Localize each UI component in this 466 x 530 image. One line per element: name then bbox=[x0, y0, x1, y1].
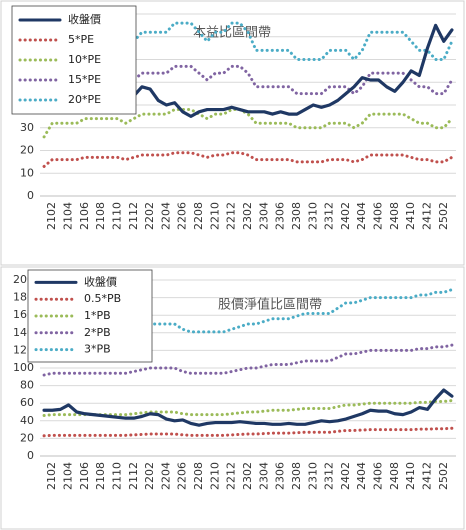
x-tick-label: 2402 bbox=[339, 202, 352, 230]
y-tick-label: 30 bbox=[20, 121, 34, 134]
x-tick-label: 2108 bbox=[94, 202, 107, 230]
x-tick-label: 2408 bbox=[388, 462, 401, 490]
legend-label: 收盤價 bbox=[84, 274, 117, 288]
x-tick-label: 2304 bbox=[257, 462, 270, 490]
y-tick-label: 0 bbox=[27, 449, 34, 462]
y-tick-label: 40 bbox=[20, 414, 34, 427]
x-tick-label: 2202 bbox=[143, 202, 156, 230]
series-line bbox=[42, 288, 454, 337]
x-tick-label: 2106 bbox=[78, 202, 91, 230]
series-line bbox=[42, 64, 454, 109]
legend-label: 收盤價 bbox=[68, 12, 101, 26]
y-tick-label: 60 bbox=[20, 396, 34, 409]
series-line bbox=[42, 388, 454, 427]
x-tick-label: 2212 bbox=[225, 202, 238, 230]
x-tick-label: 2312 bbox=[323, 462, 336, 490]
x-tick-label: 2308 bbox=[290, 202, 303, 230]
x-tick-label: 2310 bbox=[306, 202, 319, 230]
x-tick-label: 2206 bbox=[176, 202, 189, 230]
x-tick-label: 2108 bbox=[94, 462, 107, 490]
x-tick-label: 2502 bbox=[437, 202, 450, 230]
x-tick-label: 2502 bbox=[437, 462, 450, 490]
x-tick-label: 2306 bbox=[274, 202, 287, 230]
x-tick-label: 2410 bbox=[404, 202, 417, 230]
x-tick-label: 2112 bbox=[127, 462, 140, 490]
series-line bbox=[42, 151, 454, 168]
x-tick-label: 2102 bbox=[45, 462, 58, 490]
chart-title: 股價淨值比區間帶 bbox=[218, 297, 322, 313]
series-line bbox=[42, 399, 454, 418]
x-tick-label: 2404 bbox=[355, 462, 368, 490]
x-tick-label: 2304 bbox=[257, 202, 270, 230]
x-tick-label: 2204 bbox=[159, 202, 172, 230]
x-tick-label: 2104 bbox=[62, 202, 75, 230]
x-tick-label: 2302 bbox=[241, 202, 254, 230]
y-tick-label: 0 bbox=[27, 189, 34, 202]
x-tick-label: 2104 bbox=[62, 462, 75, 490]
x-tick-label: 2208 bbox=[192, 462, 205, 490]
legend-label: 2*PB bbox=[84, 326, 111, 339]
legend-label: 10*PE bbox=[68, 53, 101, 66]
x-tick-label: 2302 bbox=[241, 462, 254, 490]
y-tick-label: 100 bbox=[13, 361, 34, 374]
y-tick-label: 20 bbox=[20, 431, 34, 444]
x-tick-label: 2110 bbox=[110, 202, 123, 230]
x-tick-label: 2306 bbox=[274, 462, 287, 490]
y-tick-label: 20 bbox=[20, 144, 34, 157]
x-tick-label: 2412 bbox=[420, 202, 433, 230]
x-tick-label: 2112 bbox=[127, 202, 140, 230]
x-tick-label: 2402 bbox=[339, 462, 352, 490]
x-tick-label: 2212 bbox=[225, 462, 238, 490]
legend-label: 0.5*PB bbox=[84, 292, 121, 305]
x-tick-label: 2204 bbox=[159, 462, 172, 490]
x-tick-label: 2202 bbox=[143, 462, 156, 490]
x-tick-label: 2408 bbox=[388, 202, 401, 230]
legend-box bbox=[11, 5, 137, 115]
x-tick-label: 2310 bbox=[306, 462, 319, 490]
x-tick-label: 2210 bbox=[208, 462, 221, 490]
y-tick-label: 10 bbox=[20, 166, 34, 179]
legend-label: 20*PE bbox=[68, 93, 101, 106]
legend-label: 3*PB bbox=[84, 343, 111, 356]
x-tick-label: 2404 bbox=[355, 202, 368, 230]
x-tick-label: 2312 bbox=[323, 202, 336, 230]
x-tick-label: 2308 bbox=[290, 462, 303, 490]
x-tick-label: 2210 bbox=[208, 202, 221, 230]
legend-label: 15*PE bbox=[68, 73, 101, 86]
y-tick-label: 80 bbox=[20, 379, 34, 392]
x-tick-label: 2102 bbox=[45, 202, 58, 230]
legend-box bbox=[27, 269, 153, 363]
x-tick-label: 2206 bbox=[176, 462, 189, 490]
x-tick-label: 2406 bbox=[372, 462, 385, 490]
x-tick-label: 2106 bbox=[78, 462, 91, 490]
x-tick-label: 2110 bbox=[110, 462, 123, 490]
series-line bbox=[42, 426, 454, 438]
series-line bbox=[42, 108, 454, 139]
legend-label: 5*PE bbox=[68, 33, 94, 46]
x-tick-label: 2406 bbox=[372, 202, 385, 230]
x-tick-label: 2412 bbox=[420, 462, 433, 490]
x-tick-label: 2208 bbox=[192, 202, 205, 230]
x-tick-label: 2410 bbox=[404, 462, 417, 490]
legend-label: 1*PB bbox=[84, 309, 111, 322]
